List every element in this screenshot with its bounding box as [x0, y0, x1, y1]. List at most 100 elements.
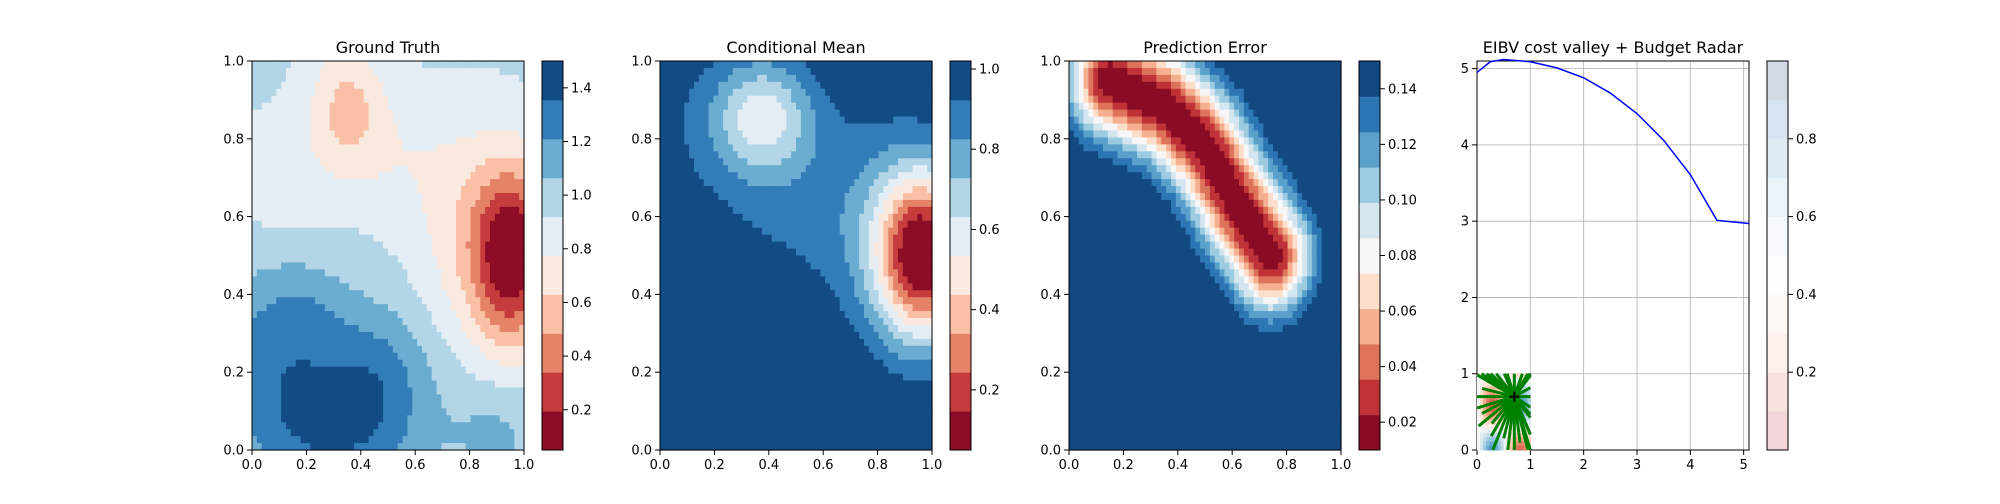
field-cell — [296, 214, 301, 222]
field-cell — [514, 103, 519, 111]
field-cell — [310, 304, 315, 312]
field-cell — [728, 96, 733, 104]
field-cell — [743, 346, 748, 354]
field-cell — [359, 311, 364, 319]
field-cell — [665, 318, 670, 326]
field-cell — [471, 304, 476, 312]
field-cell — [684, 172, 689, 180]
field-cell — [257, 249, 262, 257]
field-cell — [291, 346, 296, 354]
field-cell — [393, 283, 398, 291]
field-cell — [752, 151, 757, 159]
field-cell — [286, 124, 291, 132]
field-cell — [723, 346, 728, 354]
field-cell — [670, 311, 675, 319]
field-cell — [339, 235, 344, 243]
y-tick-label: 0.2 — [223, 366, 244, 381]
field-cell — [276, 137, 281, 145]
field-cell — [733, 429, 738, 437]
field-cell — [252, 422, 257, 430]
field-cell — [432, 61, 437, 69]
field-cell — [325, 415, 330, 423]
field-cell — [796, 200, 801, 208]
field-cell — [694, 158, 699, 166]
field-cell — [403, 256, 408, 264]
field-cell — [339, 304, 344, 312]
field-cell — [359, 151, 364, 159]
field-cell — [485, 89, 490, 97]
field-cell — [339, 415, 344, 423]
field-cell — [480, 103, 485, 111]
field-cell — [378, 332, 383, 340]
field-cell — [670, 186, 675, 194]
field-cell — [670, 436, 675, 444]
field-cell — [747, 82, 752, 90]
field-cell — [403, 130, 408, 138]
field-cell — [407, 422, 412, 430]
field-cell — [786, 207, 791, 215]
field-cell — [344, 172, 349, 180]
field-cell — [364, 75, 369, 83]
field-cell — [378, 269, 383, 277]
field-cell — [679, 103, 684, 111]
field-cell — [747, 158, 752, 166]
field-cell — [475, 130, 480, 138]
field-cell — [709, 346, 714, 354]
field-cell — [441, 61, 446, 69]
field-cell — [393, 387, 398, 395]
field-cell — [514, 436, 519, 444]
field-cell — [801, 165, 806, 173]
field-cell — [330, 228, 335, 236]
field-cell — [757, 61, 762, 69]
field-cell — [505, 207, 510, 215]
field-cell — [330, 360, 335, 368]
field-cell — [490, 124, 495, 132]
field-cell — [296, 179, 301, 187]
field-cell — [276, 158, 281, 166]
x-tick-label: 0.2 — [296, 458, 317, 473]
field-cell — [296, 408, 301, 416]
field-cell — [757, 117, 762, 125]
field-cell — [461, 228, 466, 236]
field-cell — [480, 68, 485, 76]
field-cell — [403, 96, 408, 104]
field-cell — [762, 311, 767, 319]
field-cell — [383, 179, 388, 187]
field-cell — [777, 339, 782, 347]
field-cell — [262, 110, 267, 118]
field-cell — [417, 193, 422, 201]
field-cell — [689, 221, 694, 229]
field-cell — [811, 325, 816, 333]
field-cell — [738, 401, 743, 409]
field-cell — [743, 332, 748, 340]
field-cell — [772, 103, 777, 111]
field-cell — [796, 75, 801, 83]
field-cell — [791, 172, 796, 180]
field-cell — [378, 207, 383, 215]
field-cell — [305, 394, 310, 402]
field-cell — [335, 415, 340, 423]
field-cell — [354, 89, 359, 97]
field-cell — [718, 353, 723, 361]
field-cell — [733, 325, 738, 333]
field-cell — [432, 408, 437, 416]
field-cell — [723, 117, 728, 125]
field-cell — [485, 249, 490, 257]
field-cell — [320, 207, 325, 215]
field-cell — [344, 276, 349, 284]
field-cell — [475, 297, 480, 305]
field-cell — [679, 68, 684, 76]
field-cell — [495, 318, 500, 326]
field-cell — [276, 75, 281, 83]
field-cell — [257, 124, 262, 132]
field-cell — [281, 332, 286, 340]
field-cell — [359, 269, 364, 277]
field-cell — [757, 200, 762, 208]
field-cell — [500, 193, 505, 201]
field-cell — [791, 151, 796, 159]
field-cell — [713, 367, 718, 375]
field-cell — [495, 165, 500, 173]
field-cell — [480, 200, 485, 208]
field-cell — [670, 61, 675, 69]
field-cell — [364, 214, 369, 222]
